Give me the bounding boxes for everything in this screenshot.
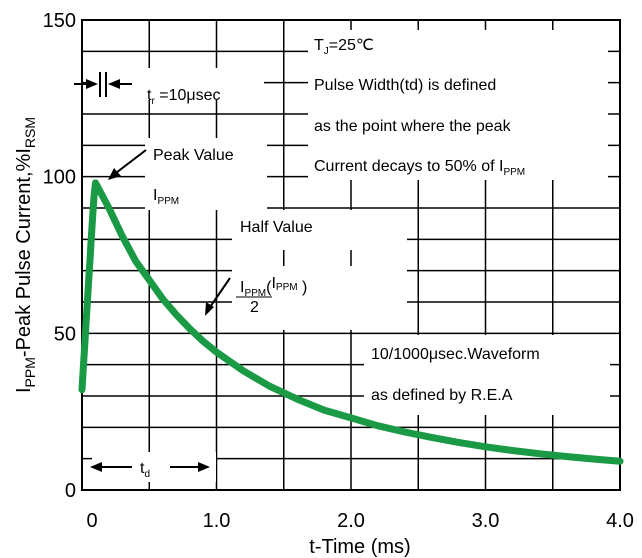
pulse-width-line-2: as the point where the peak xyxy=(314,118,512,135)
waveform-line-2: as defined by R.E.A xyxy=(371,387,513,404)
ippm-label: IPPM xyxy=(153,187,179,207)
td-label: td xyxy=(140,460,150,480)
y-axis-title: IPPM-Peak Pulse Current,%IRSM xyxy=(13,117,38,393)
x-tick-label: 1.0 xyxy=(203,510,231,532)
tick-labels: 0 1.0 2.0 3.0 4.0 0 50 100 150 xyxy=(43,10,634,532)
y-tick-label: 50 xyxy=(54,323,76,345)
x-tick-label: 0 xyxy=(86,510,97,532)
x-tick-label: 3.0 xyxy=(472,510,500,532)
half-value-box xyxy=(232,210,407,250)
peak-value-label: Peak Value xyxy=(153,147,234,164)
peak-value-pointer xyxy=(111,149,147,177)
half-value-pointer xyxy=(207,277,231,311)
waveform-curve xyxy=(78,179,624,465)
current-decays-label: Current decays to 50% of IPPM xyxy=(314,158,525,178)
half-formula-denominator: 2 xyxy=(250,299,259,316)
peak-value-box xyxy=(145,138,267,210)
pulse-width-box xyxy=(308,30,608,180)
waveform-box xyxy=(364,335,610,415)
tr-arrowhead-left xyxy=(86,79,98,89)
plot-frame xyxy=(81,19,621,491)
y-tick-label: 150 xyxy=(43,10,76,32)
tr-label: tr =10μsec xyxy=(147,87,221,107)
waveform-line-1: 10/1000μsec.Waveform xyxy=(371,346,540,363)
tr-arrowhead-right xyxy=(108,79,120,89)
x-tick-label: 2.0 xyxy=(337,510,365,532)
half-value-label: Half Value xyxy=(240,219,313,236)
half-formula-box xyxy=(232,266,407,330)
tj-label: TJ=25℃ xyxy=(314,37,374,57)
annotation-arrows xyxy=(74,72,272,472)
half-formula-label: IPPM(IPPM ) xyxy=(240,275,307,299)
y-tick-label: 0 xyxy=(65,480,76,502)
x-tick-label: 4.0 xyxy=(606,510,634,532)
y-tick-label: 100 xyxy=(43,167,76,189)
peak-value-pointer-head xyxy=(108,168,121,180)
pulse-width-line-1: Pulse Width(td) is defined xyxy=(314,77,496,94)
td-arrowhead-right xyxy=(198,462,210,472)
td-arrowhead-left xyxy=(90,462,102,472)
half-value-pointer-head xyxy=(205,302,214,316)
annotation-backgrounds xyxy=(92,30,610,482)
x-axis-title: t-Time (ms) xyxy=(309,536,410,558)
